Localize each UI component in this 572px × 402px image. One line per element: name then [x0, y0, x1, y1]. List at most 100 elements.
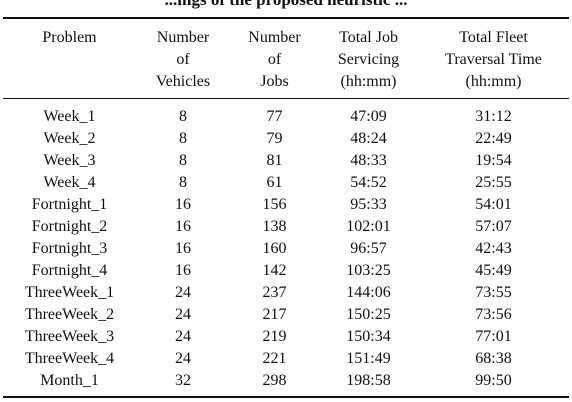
header-line: (hh:mm) [465, 73, 522, 90]
header-number-of-jobs: Number of Jobs [230, 0, 319, 99]
header-line: Total Fleet [459, 29, 528, 46]
header-line: Servicing [337, 51, 400, 68]
cell-job-servicing: 102:01 [346, 218, 391, 235]
header-line: Vehicles [155, 73, 211, 90]
header-line: (hh:mm) [340, 73, 397, 90]
cell-traversal-time: 54:01 [475, 196, 512, 213]
header-line: of [267, 51, 282, 68]
cell-problem: Fortnight_2 [31, 218, 108, 235]
cell-problem: ThreeWeek_3 [24, 328, 115, 345]
table-row: Month_1 32 298 198:58 99:50 [3, 370, 569, 392]
cell-problem: ThreeWeek_2 [24, 306, 115, 323]
header-problem: Problem [3, 0, 136, 99]
cell-vehicles: 8 [179, 130, 187, 147]
table-row: Week_2 8 79 48:24 22:49 [3, 128, 569, 150]
cell-jobs: 142 [262, 262, 287, 279]
header-number-of-vehicles: Number of Vehicles [136, 0, 230, 99]
cell-traversal-time: 99:50 [475, 372, 512, 389]
cell-jobs: 81 [266, 152, 283, 169]
table-caption-fragment: ...ings of the proposed heuristic ... [0, 0, 572, 10]
cell-job-servicing: 48:24 [350, 130, 387, 147]
cell-job-servicing: 150:25 [346, 306, 391, 323]
cell-traversal-time: 19:54 [475, 152, 512, 169]
table-row: Fortnight_4 16 142 103:25 45:49 [3, 260, 569, 282]
cell-problem: Fortnight_3 [31, 240, 108, 257]
header-line: Total Job [339, 29, 398, 46]
cell-traversal-time: 42:43 [475, 240, 512, 257]
table-row: Fortnight_1 16 156 95:33 54:01 [3, 194, 569, 216]
results-table: Problem Number of Vehicles Number of Job… [3, 0, 569, 392]
cell-jobs: 61 [266, 174, 283, 191]
cell-jobs: 219 [262, 328, 287, 345]
cell-vehicles: 24 [175, 306, 191, 323]
cell-problem: Fortnight_4 [31, 262, 108, 279]
cell-problem: ThreeWeek_4 [24, 350, 115, 367]
cell-jobs: 77 [266, 108, 283, 125]
header-line: of [176, 51, 190, 68]
table-row: Week_1 8 77 47:09 31:12 [3, 106, 569, 128]
cell-problem: Week_4 [43, 174, 96, 191]
table-header-rule [3, 98, 569, 99]
cell-problem: Week_3 [43, 152, 96, 169]
cell-job-servicing: 198:58 [346, 372, 391, 389]
cell-problem: Month_1 [40, 372, 99, 389]
cell-problem: ThreeWeek_1 [24, 284, 115, 301]
header-line: Number [248, 29, 301, 46]
cell-traversal-time: 68:38 [475, 350, 512, 367]
header-total-fleet-traversal-time: Total Fleet Traversal Time (hh:mm) [418, 0, 569, 99]
table-bottom-rule [3, 396, 569, 398]
table-header-row: Problem Number of Vehicles Number of Job… [3, 0, 569, 99]
cell-job-servicing: 103:25 [346, 262, 391, 279]
table-top-rule [3, 17, 569, 19]
table-row: ThreeWeek_4 24 221 151:49 68:38 [3, 348, 569, 370]
header-line: Number [156, 29, 210, 46]
cell-job-servicing: 144:06 [346, 284, 391, 301]
cell-problem: Week_2 [43, 130, 96, 147]
cell-traversal-time: 73:56 [475, 306, 512, 323]
cell-problem: Week_1 [43, 108, 96, 125]
cell-jobs: 79 [266, 130, 283, 147]
header-line: Jobs [260, 73, 289, 90]
cell-job-servicing: 48:33 [350, 152, 387, 169]
table-row: Fortnight_2 16 138 102:01 57:07 [3, 216, 569, 238]
cell-jobs: 237 [262, 284, 287, 301]
cell-job-servicing: 150:34 [346, 328, 391, 345]
cell-jobs: 156 [262, 196, 287, 213]
table-row: Fortnight_3 16 160 96:57 42:43 [3, 238, 569, 260]
table-body: Week_1 8 77 47:09 31:12 Week_2 8 79 48:24 22:49 We… [3, 99, 569, 392]
cell-vehicles: 32 [175, 372, 191, 389]
cell-job-servicing: 151:49 [346, 350, 391, 367]
cell-traversal-time: 45:49 [475, 262, 512, 279]
cell-job-servicing: 96:57 [350, 240, 387, 257]
table-row: ThreeWeek_3 24 219 150:34 77:01 [3, 326, 569, 348]
header-total-job-servicing: Total Job Servicing (hh:mm) [319, 0, 418, 99]
cell-vehicles: 24 [175, 350, 191, 367]
cell-vehicles: 24 [175, 328, 191, 345]
cell-vehicles: 8 [179, 108, 187, 125]
header-line: Traversal Time [445, 51, 542, 68]
cell-traversal-time: 73:55 [475, 284, 512, 301]
cell-jobs: 217 [262, 306, 287, 323]
cell-vehicles: 8 [179, 174, 187, 191]
cell-vehicles: 16 [175, 196, 191, 213]
cell-vehicles: 16 [175, 240, 191, 257]
cell-job-servicing: 47:09 [350, 108, 387, 125]
cell-traversal-time: 31:12 [475, 108, 512, 125]
table-row: Week_3 8 81 48:33 19:54 [3, 150, 569, 172]
cell-traversal-time: 77:01 [475, 328, 512, 345]
cell-job-servicing: 54:52 [350, 174, 387, 191]
cell-vehicles: 16 [175, 262, 191, 279]
cell-job-servicing: 95:33 [350, 196, 387, 213]
cell-traversal-time: 57:07 [475, 218, 512, 235]
cell-jobs: 138 [262, 218, 287, 235]
header-line: Problem [42, 29, 97, 46]
cell-jobs: 221 [262, 350, 287, 367]
cell-traversal-time: 25:55 [475, 174, 512, 191]
cell-vehicles: 8 [179, 152, 187, 169]
cell-jobs: 298 [262, 372, 287, 389]
cell-jobs: 160 [262, 240, 287, 257]
table-row: ThreeWeek_1 24 237 144:06 73:55 [3, 282, 569, 304]
cell-problem: Fortnight_1 [31, 196, 108, 213]
table-row: ThreeWeek_2 24 217 150:25 73:56 [3, 304, 569, 326]
cell-vehicles: 16 [175, 218, 191, 235]
